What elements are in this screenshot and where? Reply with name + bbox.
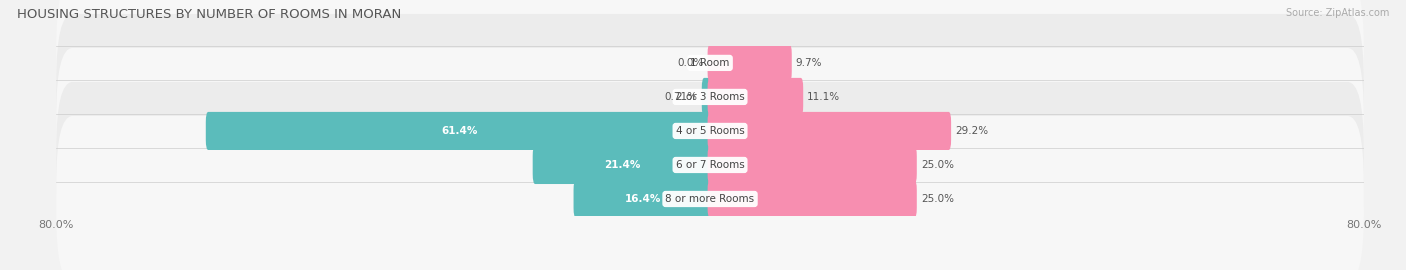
Text: 11.1%: 11.1% — [807, 92, 841, 102]
Text: 8 or more Rooms: 8 or more Rooms — [665, 194, 755, 204]
FancyBboxPatch shape — [707, 146, 917, 184]
Text: 2 or 3 Rooms: 2 or 3 Rooms — [676, 92, 744, 102]
FancyBboxPatch shape — [56, 14, 1364, 180]
Text: 25.0%: 25.0% — [921, 194, 953, 204]
Text: 25.0%: 25.0% — [921, 160, 953, 170]
Text: Source: ZipAtlas.com: Source: ZipAtlas.com — [1285, 8, 1389, 18]
FancyBboxPatch shape — [707, 44, 792, 82]
Text: 9.7%: 9.7% — [796, 58, 823, 68]
Text: 29.2%: 29.2% — [955, 126, 988, 136]
Text: 61.4%: 61.4% — [441, 126, 477, 136]
FancyBboxPatch shape — [707, 78, 803, 116]
FancyBboxPatch shape — [574, 180, 713, 218]
Text: 6 or 7 Rooms: 6 or 7 Rooms — [676, 160, 744, 170]
FancyBboxPatch shape — [56, 48, 1364, 214]
Text: 21.4%: 21.4% — [605, 160, 641, 170]
FancyBboxPatch shape — [707, 112, 950, 150]
FancyBboxPatch shape — [533, 146, 713, 184]
Text: 1 Room: 1 Room — [690, 58, 730, 68]
FancyBboxPatch shape — [56, 0, 1364, 146]
FancyBboxPatch shape — [56, 82, 1364, 248]
Text: 0.0%: 0.0% — [678, 58, 703, 68]
FancyBboxPatch shape — [707, 180, 917, 218]
Text: HOUSING STRUCTURES BY NUMBER OF ROOMS IN MORAN: HOUSING STRUCTURES BY NUMBER OF ROOMS IN… — [17, 8, 401, 21]
Text: 16.4%: 16.4% — [624, 194, 661, 204]
FancyBboxPatch shape — [56, 116, 1364, 270]
Text: 4 or 5 Rooms: 4 or 5 Rooms — [676, 126, 744, 136]
Text: 0.71%: 0.71% — [665, 92, 697, 102]
FancyBboxPatch shape — [205, 112, 713, 150]
FancyBboxPatch shape — [702, 78, 713, 116]
